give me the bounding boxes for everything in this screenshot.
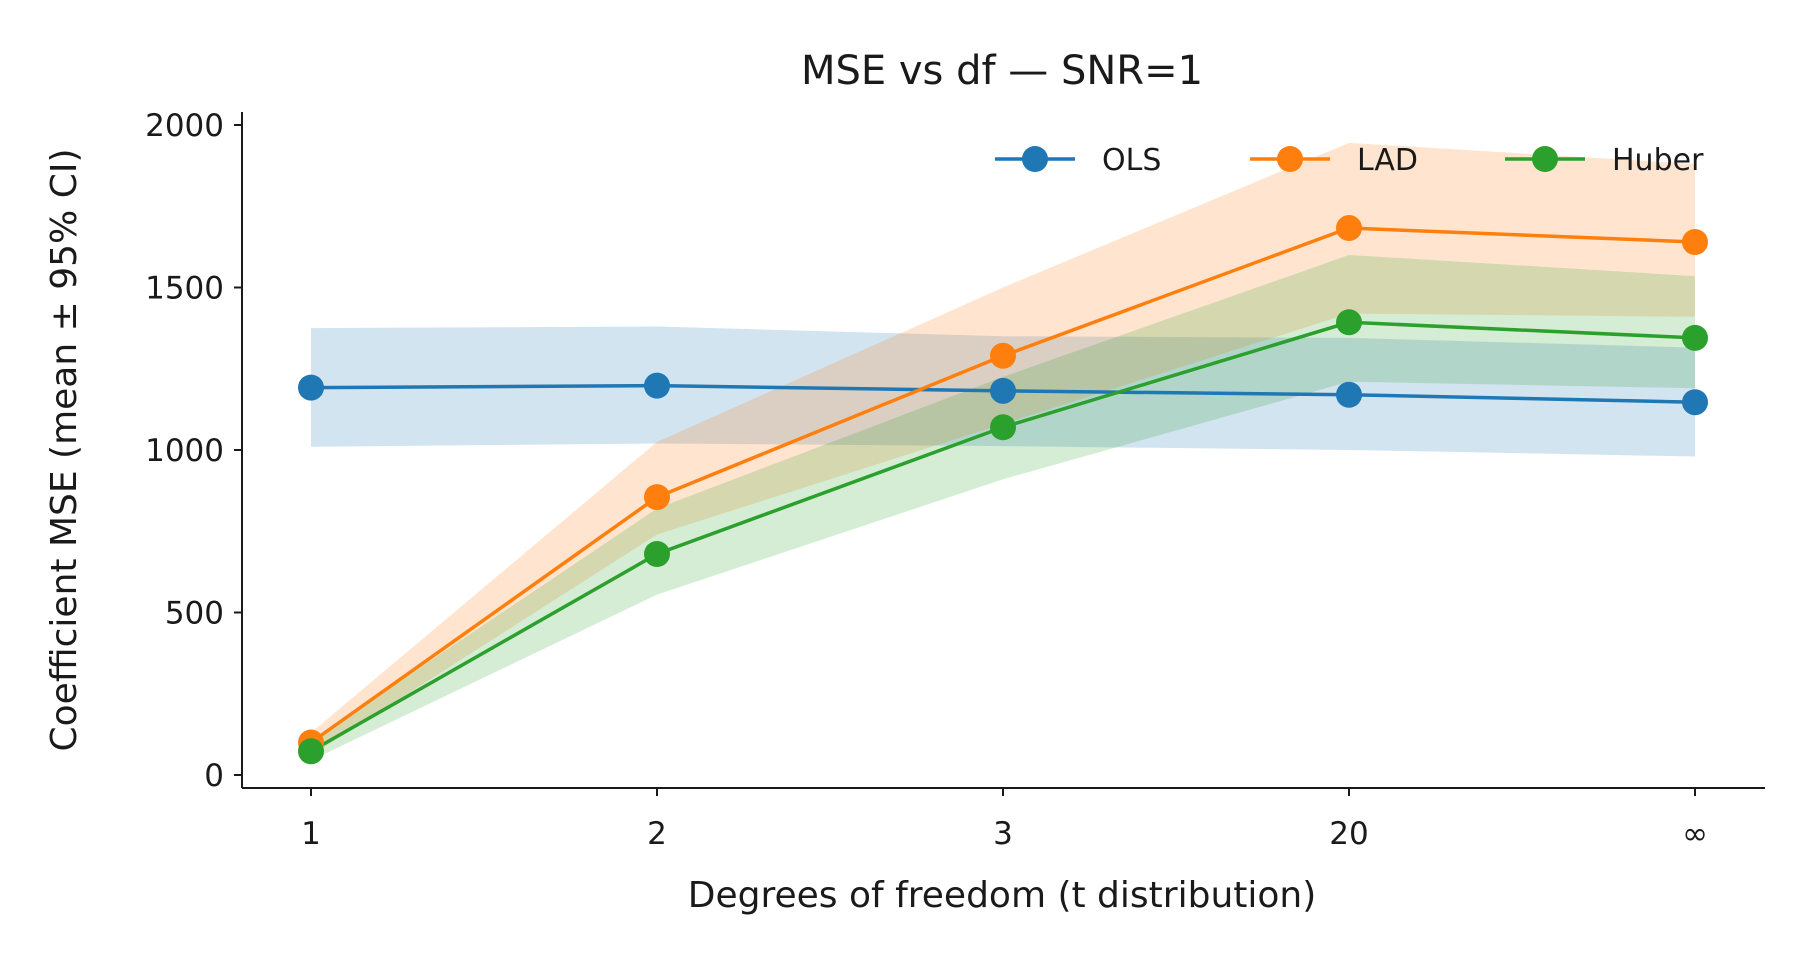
point-lad-1 (644, 484, 670, 511)
point-lad-2 (990, 342, 1016, 369)
x-tick-label: 1 (301, 816, 321, 852)
point-huber-2 (990, 414, 1016, 441)
legend-label-ols: OLS (1102, 143, 1161, 178)
legend-label-huber: Huber (1612, 143, 1704, 178)
series-points (298, 215, 1708, 765)
point-huber-0 (298, 738, 324, 765)
y-tick-label: 1500 (145, 271, 224, 307)
y-axis-label: Coefficient MSE (mean ± 95% CI) (44, 149, 85, 752)
x-tick-label: 3 (993, 816, 1013, 852)
legend-marker-huber (1532, 146, 1558, 172)
legend-marker-ols (1022, 146, 1048, 172)
y-tick-label: 2000 (145, 108, 224, 144)
point-lad-4 (1682, 229, 1708, 255)
ci-band-huber (311, 255, 1695, 761)
point-huber-3 (1336, 309, 1362, 336)
point-lad-3 (1336, 215, 1362, 242)
y-ticks: 0 500 1000 1500 2000 (145, 108, 242, 794)
point-huber-1 (644, 541, 670, 567)
x-tick-label: ∞ (1682, 816, 1708, 852)
point-ols-0 (298, 374, 324, 401)
legend-marker-lad (1277, 146, 1303, 172)
point-huber-4 (1682, 324, 1708, 351)
point-ols-1 (644, 372, 670, 399)
x-axis-label: Degrees of freedom (t distribution) (688, 875, 1317, 916)
x-tick-label: 20 (1329, 816, 1368, 852)
y-tick-label: 500 (165, 596, 224, 632)
chart-title: MSE vs df — SNR=1 (801, 48, 1203, 94)
legend: OLS LAD Huber (995, 143, 1704, 178)
x-ticks: 1 2 3 20 ∞ (301, 788, 1708, 852)
ci-bands (311, 142, 1695, 761)
legend-label-lad: LAD (1357, 143, 1418, 178)
point-ols-4 (1682, 389, 1708, 416)
point-ols-2 (990, 377, 1016, 404)
y-tick-label: 1000 (145, 433, 224, 469)
x-tick-label: 2 (647, 816, 667, 852)
y-tick-label: 0 (204, 758, 224, 794)
point-ols-3 (1336, 381, 1362, 408)
ci-band-lad (311, 142, 1695, 756)
